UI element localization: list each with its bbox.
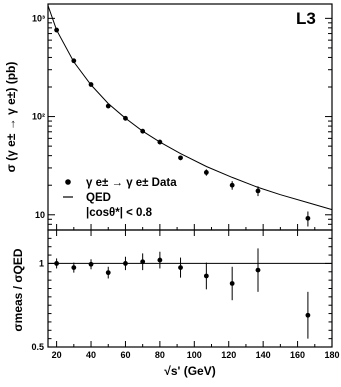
cross-section-panel: 10 10² 10³ L3 σ (γ e± → γ e±) (pb) γ e± → … (4, 3, 333, 231)
top-y-tick-label: 10³ (32, 13, 45, 23)
x-tick-label: 20 (52, 350, 62, 360)
ratio-point (71, 265, 77, 271)
legend-data-label: γ e± → γ e± Data (86, 177, 177, 189)
data-points-group (54, 27, 311, 227)
x-tick-label: 180 (324, 350, 339, 360)
data-point (203, 170, 209, 175)
bottom-y-axis-label: σmeas / σQED (11, 248, 25, 331)
data-point (105, 103, 111, 109)
top-y-axis-label: σ (γ e± → γ e±) (pb) (4, 62, 18, 173)
data-point (123, 115, 128, 121)
legend-cut-label: |cosθ*| < 0.8 (86, 207, 153, 219)
data-point (88, 82, 94, 87)
data-point (178, 155, 183, 161)
data-point (305, 215, 311, 221)
experiment-tag: L3 (296, 9, 316, 28)
ratio-point (54, 261, 60, 266)
data-point (54, 27, 60, 33)
legend: γ e± → γ e± Data QED |cosθ*| < 0.8 (63, 177, 177, 219)
legend-data-marker (65, 179, 71, 185)
x-tick-label: 120 (221, 350, 236, 360)
ratio-point (105, 270, 111, 276)
data-point (255, 188, 261, 194)
legend-qed-label: QED (86, 192, 111, 204)
data-point (229, 182, 235, 188)
x-tick-label: 140 (256, 350, 271, 360)
ratio-y-tick-label: 0.5 (31, 342, 44, 352)
data-point (140, 128, 146, 134)
x-tick-label: 80 (155, 350, 165, 360)
x-tick-label: 60 (120, 350, 130, 360)
x-axis-label: √s' (GeV) (164, 364, 215, 378)
top-y-axis: 10 10² 10³ (32, 13, 333, 231)
ratio-points-group (54, 248, 311, 339)
x-tick-label: 160 (290, 350, 305, 360)
top-y-tick-label: 10² (32, 112, 45, 122)
ratio-point (178, 265, 183, 271)
ratio-y-tick-label: 1 (39, 258, 44, 268)
ratio-point (157, 257, 163, 263)
ratio-panel: 20 40 60 80 100 120 140 160 180 0.5 1 σmeas / σQED… (11, 229, 340, 378)
ratio-point (88, 261, 94, 267)
x-tick-label: 40 (86, 350, 96, 360)
data-point (157, 139, 163, 145)
ratio-point (305, 312, 311, 318)
bottom-axes: 20 40 60 80 100 120 140 160 180 0.5 1 (31, 229, 340, 360)
top-y-tick-label: 10 (35, 210, 45, 220)
ratio-point (255, 267, 261, 273)
ratio-point (140, 259, 146, 265)
ratio-point (123, 261, 128, 266)
x-tick-label: 100 (187, 350, 202, 360)
ratio-point (203, 273, 209, 279)
ratio-point (229, 281, 235, 286)
data-point (71, 58, 77, 64)
bottom-plot-frame (47, 229, 333, 348)
